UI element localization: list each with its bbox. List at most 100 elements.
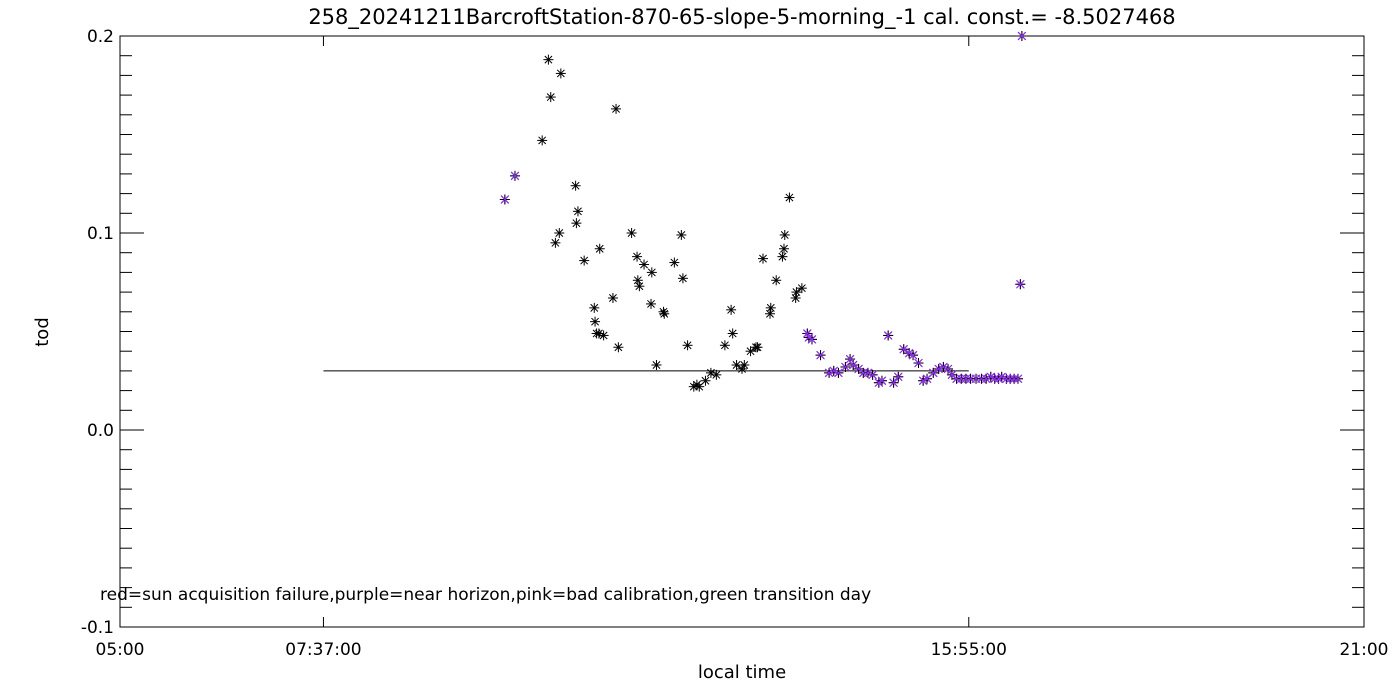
y-tick-label: 0.2 bbox=[87, 27, 114, 47]
data-point bbox=[543, 54, 554, 65]
near-horizon-marker bbox=[845, 354, 855, 364]
data-point bbox=[700, 375, 711, 386]
data-point bbox=[634, 281, 645, 292]
data-point bbox=[779, 229, 790, 240]
data-point bbox=[658, 306, 669, 317]
x-axis-label: local time bbox=[698, 662, 786, 683]
data-point bbox=[745, 346, 756, 357]
y-tick-label: -0.1 bbox=[81, 618, 114, 638]
data-point bbox=[571, 218, 582, 229]
near-horizon-marker bbox=[829, 366, 839, 376]
data-point bbox=[646, 298, 657, 309]
data-point bbox=[570, 180, 581, 191]
data-point bbox=[682, 340, 693, 351]
plot-frame bbox=[119, 35, 1365, 628]
data-point bbox=[791, 287, 802, 298]
x-tick-label: 07:37:00 bbox=[285, 640, 361, 660]
x-tick-label: 05:00 bbox=[96, 640, 145, 660]
data-point bbox=[659, 308, 670, 319]
data-point bbox=[731, 359, 742, 370]
data-point bbox=[572, 206, 583, 217]
data-point bbox=[639, 259, 650, 270]
data-point bbox=[611, 103, 622, 114]
data-point bbox=[796, 283, 807, 294]
near-horizon-marker bbox=[947, 370, 957, 380]
near-horizon-marker bbox=[834, 368, 843, 378]
near-horizon-marker bbox=[1009, 374, 1019, 384]
chart-title: 258_20241211BarcroftStation-870-65-slope… bbox=[308, 5, 1175, 30]
near-horizon-marker bbox=[981, 374, 991, 384]
near-horizon-marker bbox=[816, 350, 825, 360]
near-horizon-marker bbox=[908, 350, 918, 360]
near-horizon-marker bbox=[868, 370, 877, 380]
data-points-layer bbox=[499, 31, 1027, 392]
y-axis-ticks: -0.1 0.0 0.1 0.2 bbox=[81, 27, 1364, 638]
data-point bbox=[590, 316, 601, 327]
near-horizon-marker bbox=[1001, 374, 1011, 384]
data-point bbox=[719, 340, 730, 351]
data-point bbox=[545, 92, 556, 103]
near-horizon-marker bbox=[997, 372, 1007, 382]
near-horizon-marker bbox=[854, 364, 863, 374]
data-point bbox=[771, 275, 782, 286]
x-tick-label: 21:00 bbox=[1340, 640, 1389, 660]
near-horizon-marker bbox=[934, 364, 944, 374]
data-point bbox=[550, 237, 561, 248]
near-horizon-marker bbox=[863, 368, 873, 378]
data-point bbox=[594, 243, 605, 254]
near-horizon-marker bbox=[877, 376, 887, 386]
x-axis-ticks: 05:00 07:37:00 15:55:00 21:00 bbox=[96, 36, 1389, 660]
y-axis-label: tod bbox=[32, 317, 53, 347]
near-horizon-marker bbox=[807, 335, 817, 344]
data-point bbox=[765, 302, 776, 313]
data-point bbox=[607, 293, 618, 304]
near-horizon-marker bbox=[848, 360, 858, 370]
data-point bbox=[694, 381, 705, 392]
data-point bbox=[739, 359, 750, 370]
near-horizon-marker bbox=[928, 368, 938, 378]
near-horizon-marker bbox=[990, 374, 1000, 384]
data-point bbox=[777, 251, 788, 262]
data-point bbox=[613, 342, 624, 353]
y-tick-label: 0.0 bbox=[87, 421, 114, 441]
data-point bbox=[752, 342, 763, 353]
data-point bbox=[579, 255, 590, 266]
data-point bbox=[727, 328, 738, 339]
y-tick-label: 0.1 bbox=[87, 224, 114, 244]
data-point bbox=[651, 359, 662, 370]
data-point bbox=[669, 257, 680, 268]
near-horizon-marker bbox=[841, 362, 850, 372]
data-point bbox=[677, 273, 688, 284]
data-point bbox=[555, 68, 566, 79]
data-point bbox=[646, 267, 657, 278]
near-horizon-marker bbox=[824, 368, 834, 378]
near-horizon-marker bbox=[943, 364, 953, 374]
data-point bbox=[711, 369, 722, 380]
data-point bbox=[778, 243, 789, 254]
data-point bbox=[784, 192, 795, 203]
data-point bbox=[537, 135, 548, 146]
near-horizon-marker bbox=[939, 362, 948, 372]
data-point bbox=[626, 228, 637, 238]
data-point bbox=[554, 228, 565, 238]
near-horizon-marker bbox=[510, 171, 520, 181]
x-tick-label: 15:55:00 bbox=[931, 640, 1007, 660]
data-point bbox=[598, 330, 609, 341]
near-horizon-marker bbox=[500, 195, 510, 204]
near-horizon-marker bbox=[914, 358, 923, 368]
near-horizon-marker bbox=[899, 344, 909, 354]
near-horizon-marker bbox=[889, 378, 898, 388]
legend-note: red=sun acquisition failure,purple=near … bbox=[100, 585, 871, 605]
near-horizon-marker bbox=[1005, 374, 1015, 384]
data-point bbox=[676, 229, 687, 240]
data-point bbox=[757, 253, 768, 264]
data-point bbox=[632, 251, 643, 262]
near-horizon-marker bbox=[893, 372, 903, 382]
data-point bbox=[589, 302, 600, 313]
data-point bbox=[632, 275, 643, 286]
near-horizon-marker bbox=[1013, 374, 1023, 384]
near-horizon-marker bbox=[1017, 31, 1027, 41]
near-horizon-marker bbox=[1015, 279, 1025, 289]
near-horizon-marker bbox=[883, 331, 893, 340]
